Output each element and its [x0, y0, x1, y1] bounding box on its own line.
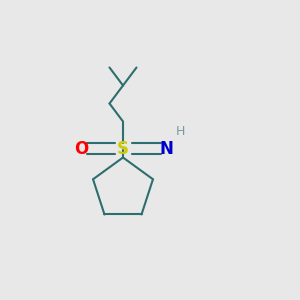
Text: S: S — [117, 140, 129, 158]
Text: H: H — [176, 125, 185, 138]
Text: O: O — [74, 140, 88, 158]
Text: N: N — [160, 140, 173, 158]
